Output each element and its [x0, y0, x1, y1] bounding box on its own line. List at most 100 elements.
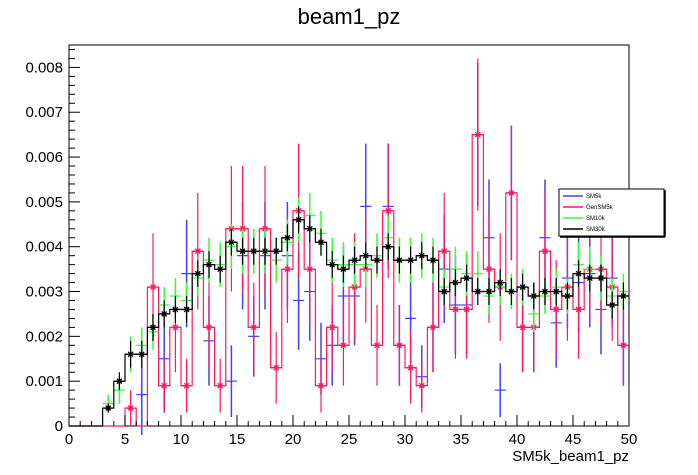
data-point-marker: [485, 288, 493, 296]
data-point-marker: [171, 305, 179, 313]
x-tick-label: 45: [565, 431, 582, 448]
data-point-marker: [261, 247, 269, 255]
y-tick-label: 0.002: [25, 328, 63, 345]
data-point-marker: [239, 225, 247, 233]
data-point-marker: [306, 265, 314, 273]
data-point-marker: [575, 270, 583, 278]
x-tick-label: 30: [397, 431, 414, 448]
y-tick-label: 0: [55, 418, 63, 435]
y-tick-label: 0.006: [25, 149, 63, 166]
data-point-marker: [418, 382, 426, 390]
data-point-marker: [552, 305, 560, 313]
legend-label-SM30k: SM30k: [586, 227, 606, 233]
data-point-marker: [227, 238, 235, 246]
data-point-marker: [194, 270, 202, 278]
data-point-marker: [407, 364, 415, 372]
data-point-marker: [586, 274, 594, 282]
data-point-marker: [328, 323, 336, 331]
data-point-marker: [205, 261, 213, 269]
data-point-marker: [373, 341, 381, 349]
x-tick-label: 20: [285, 431, 302, 448]
data-point-marker: [619, 341, 627, 349]
data-point-marker: [474, 131, 482, 139]
data-point-marker: [328, 261, 336, 269]
data-point-marker: [451, 279, 459, 287]
x-tick-label: 0: [65, 431, 73, 448]
data-point-marker: [384, 243, 392, 251]
data-point-marker: [440, 288, 448, 296]
data-point-marker: [496, 279, 504, 287]
x-tick-label: 35: [453, 431, 470, 448]
data-point-marker: [283, 265, 291, 273]
legend-label-SM5k: SM5k: [586, 194, 602, 200]
data-point-marker: [183, 305, 191, 313]
data-point-marker: [306, 225, 314, 233]
data-point-marker: [272, 247, 280, 255]
x-tick-label: 10: [173, 431, 190, 448]
data-point-marker: [362, 252, 370, 260]
data-point-marker: [373, 256, 381, 264]
data-point-marker: [597, 274, 605, 282]
data-point-marker: [541, 247, 549, 255]
data-point-marker: [563, 292, 571, 300]
data-point-marker: [552, 288, 560, 296]
x-tick-label: 40: [509, 431, 526, 448]
x-tick-label: 50: [621, 431, 638, 448]
data-point-marker: [507, 189, 515, 197]
data-point-marker: [261, 225, 269, 233]
y-tick-label: 0.004: [25, 239, 63, 256]
data-point-marker: [138, 350, 146, 358]
data-point-marker: [127, 350, 135, 358]
legend: SM5k GenSM5k SM10k SM30k: [558, 188, 666, 238]
data-point-marker: [519, 323, 527, 331]
axis-layer: 0 5 10 15 20 25 30 35 40 45 50 0 0.001 0.002 0.003 0.00…: [25, 48, 638, 448]
data-point-marker: [395, 256, 403, 264]
data-point-marker: [283, 234, 291, 242]
data-point-marker: [250, 323, 258, 331]
series-layer: [69, 58, 629, 435]
data-point-marker: [519, 283, 527, 291]
legend-label-SM10k: SM10k: [586, 216, 606, 222]
series-GenSM5k: [69, 58, 629, 427]
data-point-marker: [183, 382, 191, 390]
data-point-marker: [530, 292, 538, 300]
series-SM30k: [69, 206, 629, 427]
data-point-marker: [429, 256, 437, 264]
data-point-marker: [149, 283, 157, 291]
data-point-marker: [474, 288, 482, 296]
data-point-marker: [507, 288, 515, 296]
data-point-marker: [272, 364, 280, 372]
data-point-marker: [160, 382, 168, 390]
data-point-marker: [619, 292, 627, 300]
data-point-marker: [463, 274, 471, 282]
data-point-marker: [194, 247, 202, 255]
data-point-marker: [463, 305, 471, 313]
data-point-marker: [127, 404, 135, 412]
data-point-marker: [608, 301, 616, 309]
data-point-marker: [115, 377, 123, 385]
data-point-marker: [317, 382, 325, 390]
data-point-marker: [440, 247, 448, 255]
data-point-marker: [104, 404, 112, 412]
data-point-marker: [429, 323, 437, 331]
y-tick-label: 0.005: [25, 194, 63, 211]
data-point-marker: [149, 323, 157, 331]
data-point-marker: [541, 288, 549, 296]
x-tick-label: 5: [121, 431, 129, 448]
data-point-marker: [317, 238, 325, 246]
data-point-marker: [239, 247, 247, 255]
data-point-marker: [384, 207, 392, 215]
data-point-marker: [407, 256, 415, 264]
data-point-marker: [339, 341, 347, 349]
x-tick-label: 25: [341, 431, 358, 448]
data-point-marker: [351, 256, 359, 264]
data-point-marker: [216, 265, 224, 273]
y-tick-label: 0.008: [25, 59, 63, 76]
data-point-marker: [485, 265, 493, 273]
data-point-marker: [451, 305, 459, 313]
data-point-marker: [418, 252, 426, 260]
data-point-marker: [250, 247, 258, 255]
legend-box: [558, 188, 665, 237]
y-tick-label: 0.001: [25, 373, 63, 390]
